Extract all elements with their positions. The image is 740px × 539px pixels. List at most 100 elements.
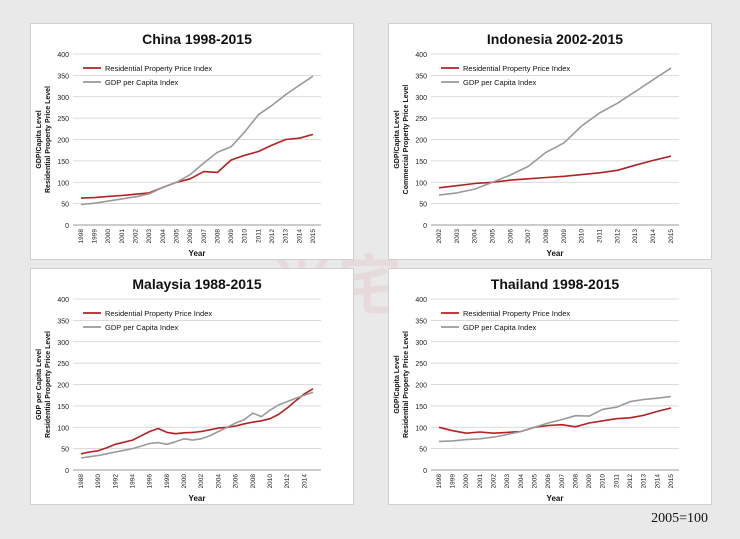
x-axis-title: Year: [189, 249, 206, 258]
y-axis-title: GDP/Capita Level: [394, 355, 401, 413]
x-tick-label: 2007: [201, 229, 208, 244]
x-axis-title: Year: [547, 494, 564, 503]
x-tick-label: 2003: [454, 229, 461, 244]
y-tick-label: 50: [419, 202, 427, 209]
x-tick-label: 1992: [112, 474, 119, 489]
x-tick-label: 2008: [572, 474, 579, 489]
y-tick-label: 250: [415, 116, 427, 123]
y-tick-label: 350: [57, 318, 69, 325]
x-tick-label: 2009: [586, 474, 593, 489]
chart-title: China 1998-2015: [142, 31, 252, 47]
x-tick-label: 2011: [613, 474, 620, 488]
series-line-residential: [80, 388, 314, 455]
y-axis-title: Residential Property Price Level: [45, 86, 52, 193]
chart-title: Indonesia 2002-2015: [487, 31, 623, 47]
series-line-gdp: [438, 395, 672, 443]
x-tick-label: 2011: [255, 229, 262, 243]
x-tick-label: 2002: [436, 229, 443, 244]
x-tick-label: 2005: [531, 474, 538, 489]
x-tick-label: 2000: [105, 229, 112, 244]
x-axis-title: Year: [547, 249, 564, 258]
x-tick-label: 2003: [504, 474, 511, 489]
x-tick-label: 1998: [78, 229, 85, 244]
x-tick-label: 2009: [561, 229, 568, 244]
y-tick-label: 0: [65, 468, 69, 475]
y-tick-label: 350: [415, 318, 427, 325]
y-tick-label: 400: [57, 52, 69, 59]
x-tick-label: 2012: [627, 474, 634, 489]
y-tick-label: 0: [423, 223, 427, 230]
y-tick-label: 400: [57, 297, 69, 304]
x-tick-label: 2002: [133, 229, 140, 244]
chart-panel-indonesia: Indonesia 2002-2015 0 50 100 150 200 250 300 350…: [388, 23, 712, 260]
chart-svg-malaysia: Malaysia 1988-2015 0 50 100 150 200 250 300 350 4…: [36, 276, 321, 503]
legend-label: Residential Property Price Index: [463, 64, 570, 73]
x-tick-label: 1998: [164, 474, 171, 489]
x-tick-label: 2013: [283, 229, 290, 244]
series-line-residential: [80, 133, 314, 199]
x-tick-label: 2012: [284, 474, 291, 489]
x-tick-label: 2001: [119, 229, 126, 244]
y-tick-label: 100: [57, 180, 69, 187]
x-tick-label: 2007: [525, 229, 532, 244]
x-tick-label: 2003: [146, 229, 153, 244]
x-tick-label: 2011: [597, 229, 604, 243]
x-tick-label: 2008: [214, 229, 221, 244]
x-tick-label: 2014: [296, 229, 303, 244]
x-tick-label: 2010: [600, 474, 607, 489]
x-axis-title: Year: [189, 494, 206, 503]
chart-panel-thailand: Thailand 1998-2015 0 50 100 150 200 250 300 350 4…: [388, 268, 712, 505]
y-tick-label: 150: [415, 159, 427, 166]
y-tick-label: 300: [57, 340, 69, 347]
x-tick-label: 2015: [668, 229, 675, 244]
y-tick-label: 200: [415, 138, 427, 145]
series-line-gdp: [438, 67, 672, 196]
series-line-residential: [438, 155, 672, 189]
y-tick-label: 300: [57, 95, 69, 102]
x-tick-label: 2014: [650, 229, 657, 244]
y-axis-title: Residential Property Price Level: [403, 331, 410, 438]
x-tick-label: 2010: [242, 229, 249, 244]
x-tick-label: 1998: [436, 474, 443, 489]
x-tick-label: 1996: [147, 474, 154, 489]
x-tick-label: 2002: [491, 474, 498, 489]
x-tick-label: 2012: [269, 229, 276, 244]
x-tick-label: 2000: [463, 474, 470, 489]
y-tick-label: 300: [415, 95, 427, 102]
y-axis-title: Residential Property Price Level: [45, 331, 52, 438]
y-tick-label: 0: [423, 468, 427, 475]
chart-svg-indonesia: Indonesia 2002-2015 0 50 100 150 200 250 300 350…: [394, 31, 679, 258]
x-tick-label: 2013: [641, 474, 648, 489]
y-tick-label: 200: [57, 138, 69, 145]
x-tick-label: 2013: [632, 229, 639, 244]
x-tick-label: 2015: [668, 474, 675, 489]
x-tick-label: 2009: [228, 229, 235, 244]
chart-panel-china: China 1998-2015 0 50 100 150 200 250 300 350 400 1…: [30, 23, 354, 260]
y-tick-label: 350: [415, 73, 427, 80]
y-tick-label: 150: [415, 404, 427, 411]
y-axis-title: GDP/Capita Level: [36, 110, 43, 168]
y-tick-label: 200: [57, 383, 69, 390]
series-line-gdp: [80, 391, 314, 459]
y-tick-label: 50: [419, 447, 427, 454]
x-tick-label: 2010: [267, 474, 274, 489]
x-tick-label: 2004: [518, 474, 525, 489]
legend-label: Residential Property Price Index: [463, 309, 570, 318]
series-line-residential: [438, 407, 672, 434]
series-line-gdp: [80, 75, 314, 206]
x-tick-label: 2006: [507, 229, 514, 244]
x-tick-label: 2008: [543, 229, 550, 244]
legend-label: GDP per Capita Index: [105, 323, 178, 332]
y-axis-title: GDP/Capita Level: [394, 110, 401, 168]
legend-label: Residential Property Price Index: [105, 309, 212, 318]
x-tick-label: 2015: [310, 229, 317, 244]
y-tick-label: 250: [415, 361, 427, 368]
x-tick-label: 2006: [187, 229, 194, 244]
x-tick-label: 2006: [233, 474, 240, 489]
x-tick-label: 2010: [579, 229, 586, 244]
y-tick-label: 100: [57, 425, 69, 432]
legend-label: GDP per Capita Index: [105, 78, 178, 87]
chart-svg-china: China 1998-2015 0 50 100 150 200 250 300 350 400 1…: [36, 31, 321, 258]
y-tick-label: 50: [61, 202, 69, 209]
legend-label: Residential Property Price Index: [105, 64, 212, 73]
